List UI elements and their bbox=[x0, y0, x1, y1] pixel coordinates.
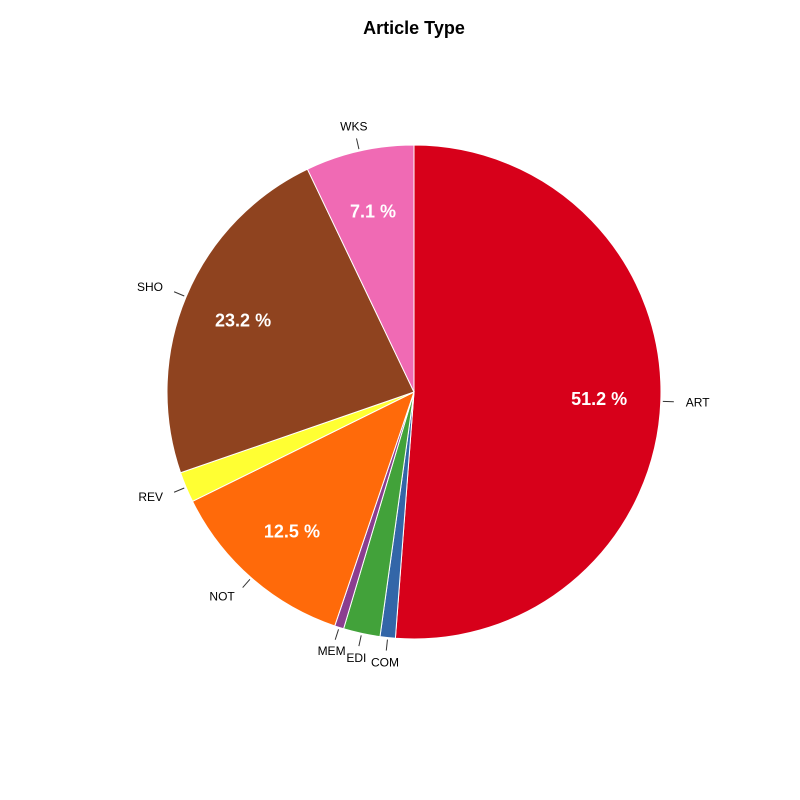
percent-label-wks: 7.1 % bbox=[350, 201, 396, 221]
leader-line-sho bbox=[173, 291, 185, 297]
leader-line-not bbox=[242, 578, 251, 588]
slice-label-not: NOT bbox=[209, 590, 235, 604]
slice-label-wks: WKS bbox=[340, 120, 367, 134]
percent-label-sho: 23.2 % bbox=[215, 311, 271, 331]
pie-slice-not bbox=[191, 391, 415, 627]
slice-label-sho: SHO bbox=[137, 280, 163, 294]
leader-lines-layer bbox=[173, 138, 674, 651]
leader-line-wks bbox=[356, 138, 360, 150]
slice-label-com: COM bbox=[371, 655, 399, 669]
pie-slice-art bbox=[394, 144, 662, 640]
leader-line-edi bbox=[358, 635, 362, 647]
percent-labels-layer: 51.2 % 12.5 % 23.2 % 7.1 % bbox=[215, 201, 627, 541]
percent-label-art: 51.2 % bbox=[571, 389, 627, 409]
slice-label-mem: MEM bbox=[318, 644, 346, 658]
pie-slice-wks bbox=[306, 144, 415, 393]
slice-label-art: ART bbox=[686, 395, 710, 409]
slice-label-rev: REV bbox=[138, 490, 163, 504]
slice-label-edi: EDI bbox=[346, 651, 366, 665]
leader-line-com bbox=[385, 639, 388, 651]
slices-layer bbox=[166, 144, 662, 640]
percent-label-not: 12.5 % bbox=[264, 521, 320, 541]
leader-line-rev bbox=[173, 487, 185, 493]
pie-slice-sho bbox=[166, 168, 415, 474]
leader-line-mem bbox=[334, 629, 340, 640]
chart-title: Article Type bbox=[363, 18, 465, 38]
